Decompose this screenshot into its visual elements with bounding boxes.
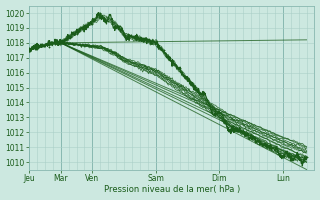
X-axis label: Pression niveau de la mer( hPa ): Pression niveau de la mer( hPa )	[104, 185, 240, 194]
